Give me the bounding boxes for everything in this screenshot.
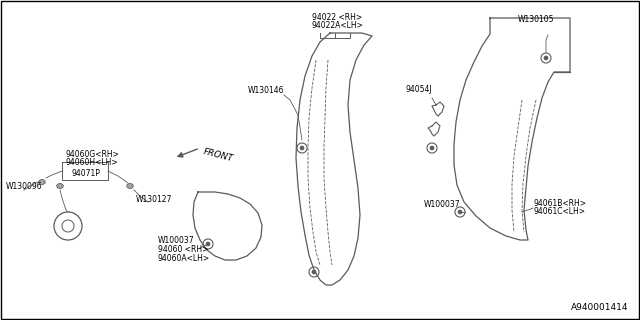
Text: A940001414: A940001414 [570, 303, 628, 312]
Circle shape [458, 210, 462, 214]
Text: 94061B<RH>: 94061B<RH> [533, 199, 586, 208]
Text: 94022A<LH>: 94022A<LH> [312, 21, 364, 30]
Text: 94054J: 94054J [406, 85, 433, 94]
Text: 94060G<RH>: 94060G<RH> [66, 150, 120, 159]
Text: W100037: W100037 [424, 200, 461, 209]
Circle shape [430, 146, 434, 150]
Text: W100037: W100037 [158, 236, 195, 245]
Circle shape [312, 270, 316, 274]
Text: W130127: W130127 [136, 195, 172, 204]
Text: 94071P: 94071P [72, 169, 101, 178]
Ellipse shape [129, 185, 131, 187]
Text: 94060H<LH>: 94060H<LH> [66, 158, 118, 167]
Text: 94060A<LH>: 94060A<LH> [158, 254, 210, 263]
Ellipse shape [39, 180, 45, 184]
Ellipse shape [57, 184, 63, 188]
Text: 94061C<LH>: 94061C<LH> [533, 207, 585, 216]
Text: 94022 <RH>: 94022 <RH> [312, 13, 362, 22]
Ellipse shape [59, 185, 61, 187]
Text: W130105: W130105 [518, 15, 554, 24]
Circle shape [300, 146, 304, 150]
Ellipse shape [40, 181, 44, 183]
Text: FRONT: FRONT [202, 147, 234, 163]
Text: W130146: W130146 [248, 86, 285, 95]
Text: 94060 <RH>: 94060 <RH> [158, 245, 209, 254]
Circle shape [544, 56, 548, 60]
Text: W130096: W130096 [6, 182, 43, 191]
Circle shape [206, 242, 210, 246]
Ellipse shape [127, 184, 133, 188]
